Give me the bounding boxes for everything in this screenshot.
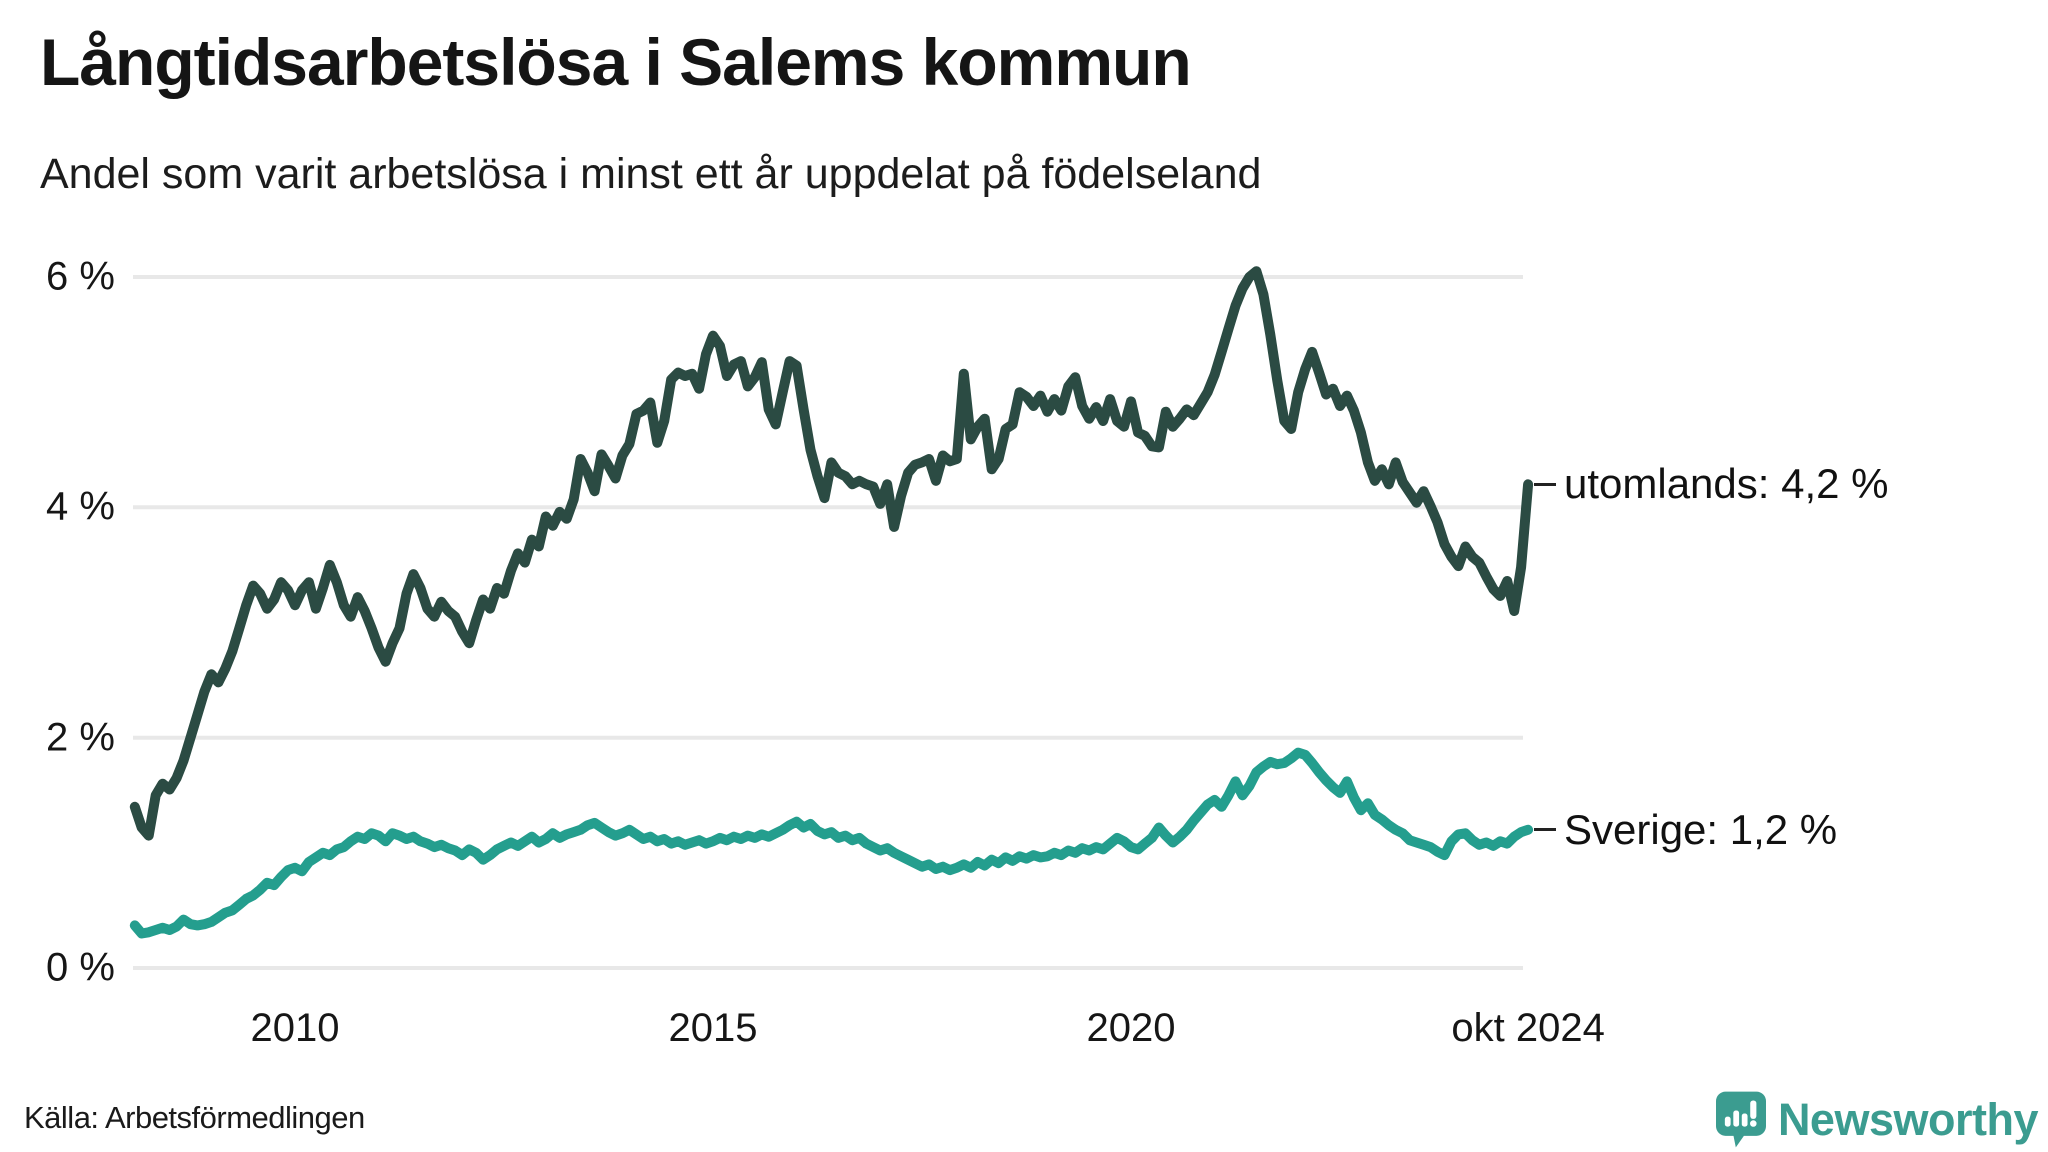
exclamation-dot	[1749, 1120, 1757, 1127]
bar-tall	[1733, 1110, 1740, 1127]
newsworthy-logo: Newsworthy	[1715, 1091, 2039, 1148]
speech-bubble-shape	[1715, 1091, 1766, 1148]
series-line-utomlands	[129, 266, 1534, 841]
chart-title: Långtidsarbetslösa i Salems kommun	[40, 25, 1192, 99]
newsworthy-logo-icon	[1715, 1091, 1766, 1148]
chart-subtitle: Andel som varit arbetslösa i minst ett å…	[40, 150, 1262, 198]
bar-small	[1724, 1116, 1731, 1127]
exclamation-bar	[1750, 1100, 1757, 1119]
series-line-sverige	[129, 747, 1534, 939]
bar-medium	[1741, 1113, 1748, 1127]
newsworthy-wordmark: Newsworthy	[1777, 1093, 2039, 1145]
source-note: Källa: Arbetsförmedlingen	[24, 1100, 365, 1135]
